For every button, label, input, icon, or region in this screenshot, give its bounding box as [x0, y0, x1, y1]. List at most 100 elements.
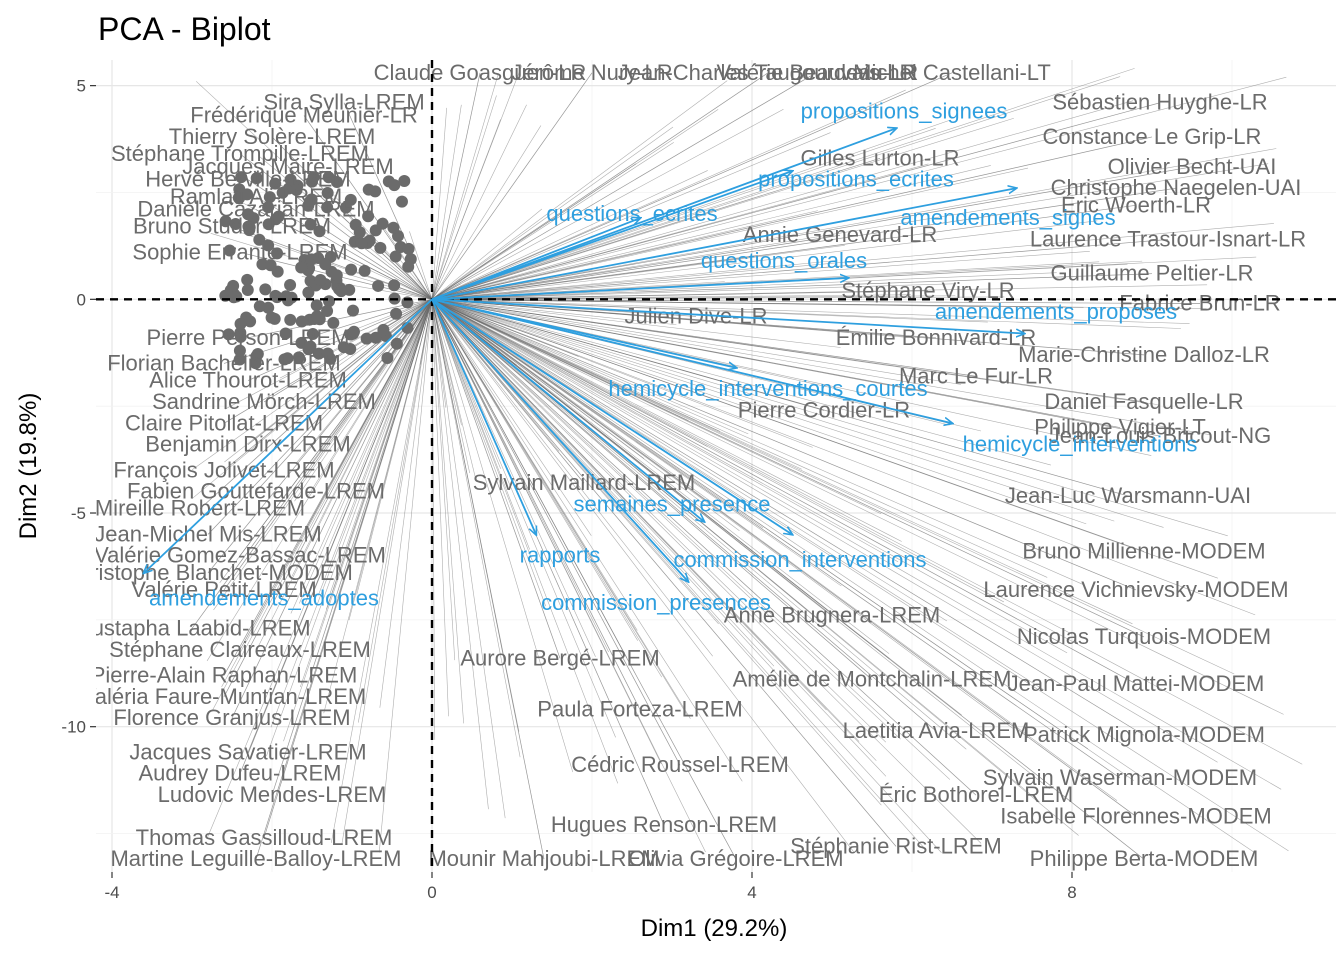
individual-segment [431, 299, 802, 470]
individual-segment [431, 299, 1228, 537]
individual-label: Florence Granjus-LREM [113, 705, 350, 730]
individual-label: Mounir Mahjoubi-LREM [428, 846, 659, 871]
individual-point [387, 221, 400, 234]
individual-segment [199, 299, 433, 509]
individual-label: Hugues Renson-LREM [551, 812, 777, 837]
individual-segment [431, 299, 775, 667]
variable-label: commission_presences [541, 590, 771, 615]
variable-arrow [144, 298, 433, 573]
individual-segment [431, 299, 506, 819]
individual-point [388, 179, 401, 192]
chart-title: PCA - Biplot [98, 11, 271, 47]
individual-label: Jean-Luc Warsmann-UAI [1005, 483, 1251, 508]
individual-label: Nicolas Turquois-MODEM [1017, 624, 1271, 649]
individual-segment [431, 299, 1085, 586]
individual-segment [431, 299, 1190, 324]
y-tick-label: 5 [77, 77, 86, 96]
individual-segment [299, 299, 433, 352]
variable-arrow [431, 298, 704, 521]
individual-segment [431, 68, 1135, 300]
individual-segment [431, 187, 1177, 300]
individual-segment [271, 136, 433, 300]
individual-point [302, 286, 315, 299]
variable-arrow [431, 298, 1024, 333]
variable-label: rapports [520, 543, 601, 568]
individual-segment [431, 117, 1014, 300]
individual-point [290, 183, 303, 196]
individual-segment [221, 299, 433, 687]
individual-label: Frédérique Meunier-LR [190, 103, 417, 128]
individual-segment [299, 299, 433, 604]
individual-label: Christophe Naegelen-UAI [1051, 175, 1302, 200]
individual-label: Daniel Fasquelle-LR [1044, 389, 1243, 414]
individual-segment [431, 299, 1005, 603]
individual-segment [431, 107, 447, 300]
individual-label: Thierry Solère-LREM [169, 124, 376, 149]
individual-segment [431, 128, 936, 300]
individual-segment [431, 299, 619, 784]
individual-point [276, 186, 289, 199]
individual-segment [431, 166, 1193, 300]
individual-point [330, 176, 343, 189]
individual-label: Olivier Becht-UAI [1108, 154, 1277, 179]
individual-label: Pierre Person-LREM [147, 325, 350, 350]
individual-segment [431, 299, 1051, 466]
individual-label: Paula Forteza-LREM [537, 697, 742, 722]
individual-segment [431, 89, 906, 300]
individual-segment [431, 299, 882, 806]
individual-segment [431, 100, 1134, 300]
individual-label: Sylvain Waserman-MODEM [983, 765, 1257, 790]
individual-segment [431, 165, 991, 300]
individual-label: Pierre Cordier-LR [738, 397, 910, 422]
individual-label: Ramlati Ali-LREM [170, 184, 342, 209]
individual-point [339, 201, 352, 214]
individual-segment [341, 299, 433, 845]
individual-segment [270, 299, 433, 728]
individual-segment [409, 231, 433, 300]
individual-segment [431, 299, 855, 853]
individual-point [284, 173, 297, 186]
individual-point [269, 177, 282, 190]
individual-point [292, 351, 305, 364]
individual-label: François Jolivet-LREM [113, 457, 334, 482]
individual-segment [431, 299, 962, 716]
individual-point [335, 285, 348, 298]
individual-segment [255, 196, 433, 300]
individual-point [347, 325, 360, 338]
individual-segment [207, 299, 433, 837]
individual-label: Olivia Grégoire-LREM [628, 846, 843, 871]
individual-segment [431, 299, 1145, 736]
individual-label: Stéphane Trompille-LREM [111, 141, 369, 166]
individual-segment [431, 72, 593, 300]
individual-segment [431, 299, 962, 385]
individual-label: Valéria Faure-Muntian-LREM [82, 684, 366, 709]
individual-segment [431, 72, 953, 300]
individual-point [234, 317, 247, 330]
individual-segment [431, 239, 1169, 300]
individual-label: Benjamin Dirx-LREM [145, 432, 350, 457]
individual-point [271, 247, 284, 260]
individual-label: Sandrine Mörch-LREM [152, 389, 376, 414]
individual-segment [431, 163, 1269, 300]
individual-segment [431, 299, 948, 622]
y-tick-label: 0 [77, 290, 86, 309]
individual-label: Jérôme Nury-LR [511, 60, 672, 85]
individual-point [241, 284, 254, 297]
individual-point [234, 330, 247, 343]
individual-segment [379, 299, 433, 708]
individual-segment [431, 299, 1133, 625]
variable-label: propositions_ecrites [758, 167, 954, 192]
individual-segment [431, 299, 1164, 528]
individual-point [369, 331, 382, 344]
individual-segment [431, 299, 841, 348]
individual-segment [325, 299, 433, 610]
individual-point [262, 201, 275, 214]
individual-segment [431, 299, 639, 641]
individual-segment [431, 299, 719, 625]
individual-segment [431, 299, 1289, 852]
individual-segment [431, 299, 740, 531]
individual-point [389, 250, 402, 263]
individual-segment [431, 299, 449, 717]
individual-segment [348, 299, 433, 621]
individual-segment [431, 299, 1218, 579]
